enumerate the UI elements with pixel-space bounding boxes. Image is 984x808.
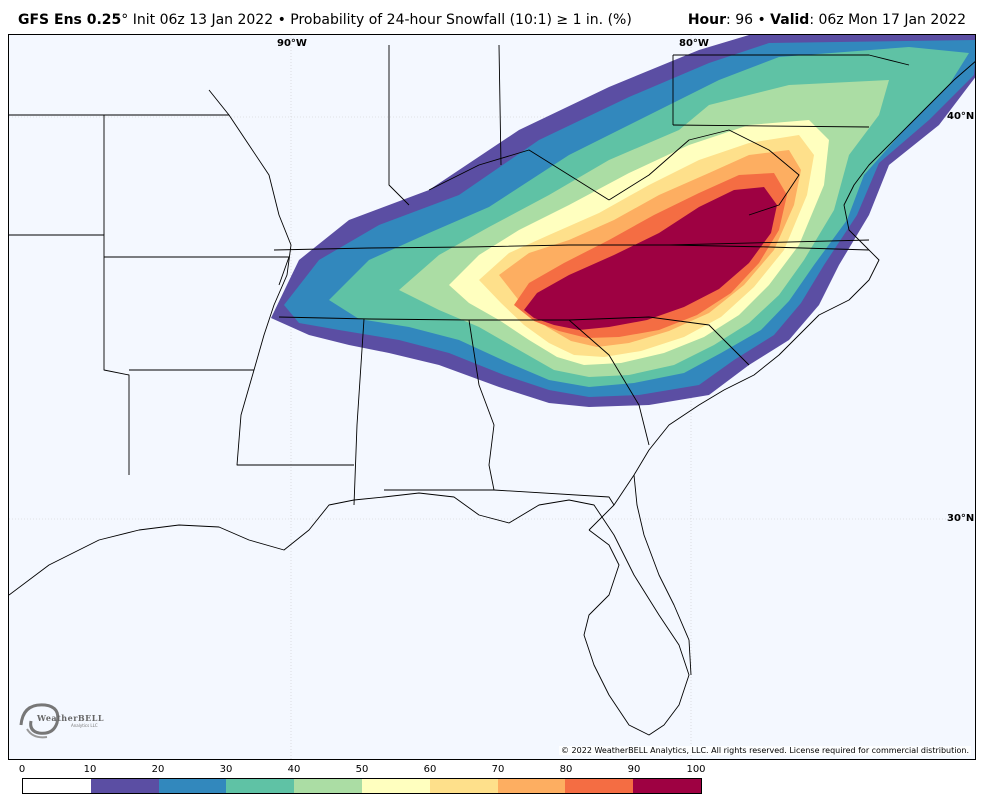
copyright-notice: © 2022 WeatherBELL Analytics, LLC. All r… [559,746,971,755]
state-line-al-ga [468,319,495,491]
coastline-atlantic [588,61,975,531]
state-boundaries [9,44,975,736]
state-line-ga-fl [384,489,615,506]
label-80w: 80°W [679,38,709,49]
legend-tick: 10 [83,764,97,775]
state-line-ga-sc [568,319,650,446]
florida-east-coast [633,474,692,676]
legend-ticks: 0 10 20 30 40 50 60 70 80 90 100 [18,764,706,778]
weatherbell-logo: WeatherBELL Analytics LLC [13,695,105,745]
valid-info: Hour: 96 • Valid: 06z Mon 17 Jan 2022 [688,12,966,28]
map-panel: 90°W 80°W 40°N 30°N WeatherBELL Analytic… [8,34,976,760]
legend-swatch [90,779,159,793]
map-canvas [9,35,975,759]
legend-swatch [361,779,430,793]
legend-swatch [497,779,566,793]
legend-tick: 20 [151,764,165,775]
legend-swatch [158,779,227,793]
legend-color-bar [22,778,702,794]
color-legend: 0 10 20 30 40 50 60 70 80 90 100 [18,764,706,804]
state-line-il-in [388,44,502,206]
state-line-ms-river [208,89,292,371]
state-line-ky-oh [428,149,610,201]
hour-label: Hour [687,12,727,28]
logo-subtitle: Analytics LLC [71,723,98,728]
state-line-pa [672,54,910,125]
legend-tick: 80 [559,764,573,775]
label-40n: 40°N [947,111,975,122]
state-line-wv [608,129,800,216]
swirl-logo-icon [19,703,60,739]
header: GFS Ens 0.25° Init 06z 13 Jan 2022 • Pro… [0,0,984,34]
legend-tick: 100 [686,764,706,775]
valid-value: : 06z Mon 17 Jan 2022 [809,12,966,28]
legend-tick: 50 [355,764,369,775]
legend-tick: 70 [491,764,505,775]
init-description: Init 06z 13 Jan 2022 • Probability of 24… [128,12,632,28]
state-line-tn-ky [273,244,870,251]
map-title: GFS Ens 0.25° Init 06z 13 Jan 2022 • Pro… [18,12,632,28]
valid-label: Valid [770,12,810,28]
legend-tick: 30 [219,764,233,775]
state-line-ia-mo [9,114,229,235]
legend-swatch [226,779,295,793]
legend-swatch [294,779,362,793]
legend-swatch [565,779,634,793]
state-line-pa-md [672,124,870,128]
snowfall-probability-field [271,35,975,407]
model-name: GFS Ens 0.25 [18,12,122,28]
band-90 [524,187,777,330]
state-line-mo-ar [104,256,290,286]
label-30n: 30°N [947,513,975,524]
degree-symbol: ° [121,12,129,28]
legend-swatch [23,779,91,793]
legend-tick: 40 [287,764,301,775]
state-line-ar-la [129,369,354,466]
state-line-ok-tx [9,234,130,475]
coastline-gulf [9,492,690,736]
legend-tick: 60 [423,764,437,775]
legend-swatch [633,779,701,793]
label-90w: 90°W [277,38,307,49]
legend-tick: 90 [627,764,641,775]
state-line-ms-al [353,318,365,506]
logo-name: WeatherBELL [37,713,105,723]
hour-value: : 96 • [726,12,771,28]
legend-tick: 0 [18,764,26,775]
state-line-va-nc [668,239,870,246]
legend-swatch [429,779,498,793]
